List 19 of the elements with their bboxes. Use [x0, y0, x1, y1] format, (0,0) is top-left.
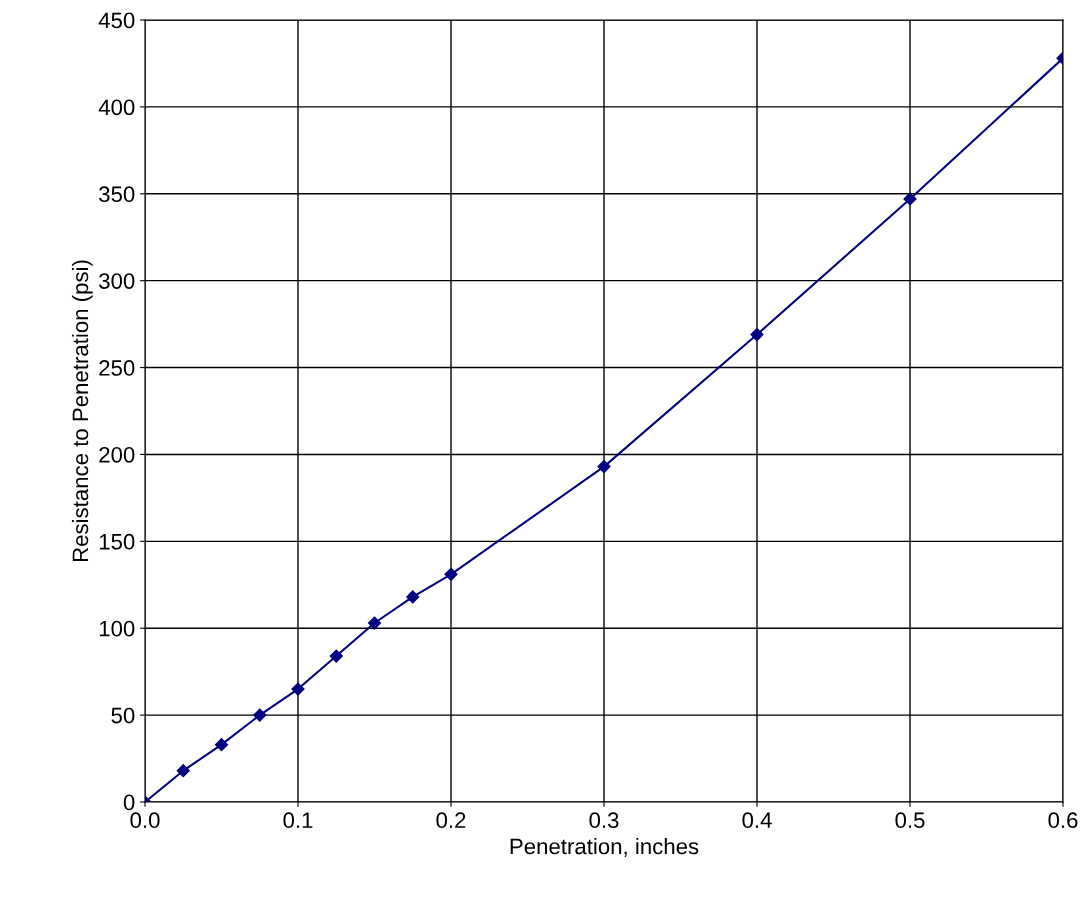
y-tick-label: 150 — [99, 533, 135, 550]
x-axis-title: Penetration, inches — [510, 837, 699, 857]
x-tick-label: 0.0 — [130, 812, 160, 829]
y-tick-label: 450 — [98, 12, 135, 29]
y-axis-title: Resistance to Penetration (psi) — [71, 260, 93, 562]
y-tick-label: 0 — [123, 794, 135, 811]
y-tick-label: 300 — [99, 273, 135, 289]
x-tick-label: 0.3 — [589, 812, 619, 829]
y-tick-label: 50 — [111, 707, 135, 724]
y-tick-label: 250 — [99, 360, 135, 376]
x-tick-label: 0.5 — [895, 812, 925, 829]
y-tick-label: 350 — [99, 186, 135, 203]
x-tick-label: 0.2 — [436, 812, 466, 829]
x-tick-label: 0.1 — [283, 812, 313, 829]
y-tick-label: 200 — [99, 446, 135, 463]
y-tick-label: 100 — [99, 620, 135, 637]
x-tick-label: 0.4 — [742, 812, 772, 829]
y-tick-label: 400 — [98, 99, 135, 116]
x-tick-label: 0.6 — [1048, 812, 1078, 829]
